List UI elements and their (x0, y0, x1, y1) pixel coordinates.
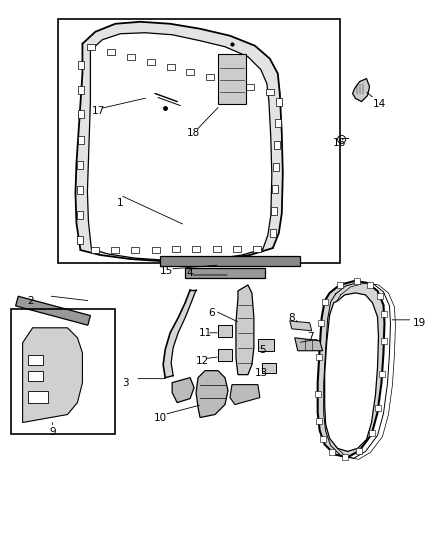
Bar (78, 110, 85, 118)
Bar (353, 278, 360, 284)
Text: 19: 19 (413, 318, 426, 328)
Bar (266, 88, 274, 94)
Bar (206, 74, 214, 79)
Bar (321, 299, 328, 305)
Bar (160, 256, 300, 266)
Bar (167, 63, 175, 70)
Text: 4: 4 (187, 268, 194, 278)
Bar (356, 448, 362, 454)
Bar (329, 449, 335, 455)
Text: 2: 2 (27, 296, 34, 306)
Bar (258, 339, 274, 351)
Bar (152, 247, 160, 253)
Polygon shape (295, 338, 323, 351)
Bar (272, 185, 278, 193)
Text: 12: 12 (195, 356, 208, 366)
Bar (377, 293, 383, 300)
Bar (226, 78, 234, 85)
Bar (78, 86, 85, 94)
Polygon shape (353, 78, 370, 101)
Bar (78, 236, 83, 244)
Bar (78, 136, 85, 144)
Text: 6: 6 (209, 308, 215, 318)
Bar (273, 163, 279, 171)
Text: 13: 13 (255, 368, 268, 378)
Bar (28, 391, 48, 402)
Bar (172, 246, 180, 252)
Bar (367, 282, 373, 288)
Bar (262, 362, 276, 373)
Bar (127, 54, 135, 60)
Bar (271, 207, 277, 215)
Polygon shape (75, 22, 283, 261)
Bar (218, 54, 246, 103)
Bar (343, 454, 348, 460)
Polygon shape (88, 33, 272, 260)
Bar (375, 405, 381, 410)
Bar (379, 372, 385, 377)
Bar (186, 69, 194, 75)
Text: 7: 7 (307, 332, 314, 342)
Text: 8: 8 (289, 313, 295, 323)
Text: 16: 16 (333, 139, 346, 148)
Text: 10: 10 (154, 413, 167, 423)
Bar (318, 320, 325, 326)
Bar (185, 268, 265, 278)
Bar (270, 229, 276, 237)
Text: 9: 9 (49, 427, 56, 438)
Bar (92, 247, 99, 253)
Text: 17: 17 (92, 107, 105, 117)
Polygon shape (163, 290, 196, 378)
Polygon shape (196, 370, 228, 417)
Bar (316, 418, 321, 424)
Polygon shape (172, 378, 194, 402)
Bar (111, 247, 119, 253)
Polygon shape (236, 285, 254, 375)
Bar (337, 282, 343, 288)
Bar (233, 246, 241, 252)
Text: 1: 1 (117, 198, 124, 208)
Bar (276, 98, 282, 106)
Bar (147, 59, 155, 64)
Bar (213, 246, 221, 252)
Bar (320, 436, 326, 442)
Bar (253, 246, 261, 252)
Bar (78, 186, 83, 194)
Bar (316, 354, 322, 360)
Bar (88, 44, 95, 50)
Bar (381, 338, 387, 344)
Bar (16, 296, 90, 325)
Bar (131, 247, 139, 253)
Bar (57, 19, 339, 263)
Text: 15: 15 (159, 266, 173, 276)
Bar (78, 161, 83, 169)
Bar (78, 61, 85, 69)
Polygon shape (23, 328, 82, 423)
Text: 18: 18 (187, 128, 200, 139)
Bar (246, 84, 254, 90)
Bar (78, 211, 83, 219)
Bar (11, 309, 115, 434)
Text: 11: 11 (198, 328, 212, 338)
Bar (107, 49, 115, 55)
Bar (314, 391, 321, 397)
Text: 14: 14 (373, 99, 386, 109)
Bar (218, 349, 232, 361)
Bar (28, 370, 42, 381)
Polygon shape (318, 281, 385, 457)
Text: 5: 5 (260, 345, 266, 355)
Polygon shape (230, 385, 260, 405)
Bar (28, 355, 42, 365)
Bar (192, 246, 200, 252)
Text: 3: 3 (122, 378, 129, 387)
Bar (369, 430, 375, 436)
Polygon shape (325, 293, 378, 451)
Bar (274, 141, 280, 149)
Bar (218, 325, 232, 337)
Bar (381, 311, 387, 317)
Polygon shape (290, 321, 312, 331)
Bar (275, 119, 281, 127)
